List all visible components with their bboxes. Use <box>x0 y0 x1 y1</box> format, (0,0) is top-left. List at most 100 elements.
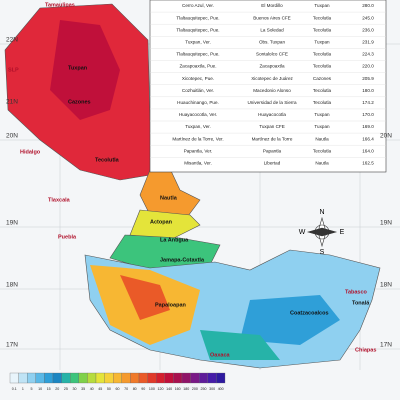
table-cell: 205.9 <box>362 76 374 81</box>
compass-letter: W <box>299 229 306 236</box>
lat-label: 20N <box>6 133 18 140</box>
legend-label: 200 <box>192 387 198 391</box>
table-cell: 245.0 <box>362 15 374 20</box>
table-cell: Xicotepec, Pue. <box>182 76 214 81</box>
legend-swatch <box>216 372 226 384</box>
legend-swatch <box>181 372 191 384</box>
table-cell: Buenos Aires CFE <box>253 15 291 20</box>
legend-swatch <box>52 372 62 384</box>
lat-label: 20N <box>380 133 392 140</box>
legend-label: 15 <box>47 387 51 391</box>
table-cell: Zacapoaxtla <box>259 64 284 69</box>
legend-label: 80 <box>133 387 137 391</box>
map-areas <box>4 3 381 369</box>
table-cell: Tecolutla <box>313 88 332 93</box>
legend-label: 90 <box>141 387 145 391</box>
table-cell: Cerro Azul, Ver. <box>182 3 214 8</box>
legend-label: 60 <box>116 387 120 391</box>
state-label: Tabasco <box>345 289 368 295</box>
legend-label: 400 <box>218 387 224 391</box>
table-cell: 224.3 <box>362 52 374 57</box>
table-cell: 280.0 <box>362 3 374 8</box>
legend-label: 50 <box>107 387 111 391</box>
table-cell: Tuxpan, Ver. <box>185 40 211 45</box>
table-cell: Tecolutla <box>313 100 332 105</box>
legend-swatch <box>61 372 71 384</box>
table-cell: Tecolutla <box>313 64 332 69</box>
table-cell: Tecolutla <box>313 15 332 20</box>
region-label: Jamapa-Cotaxtla <box>160 257 205 263</box>
legend-swatch <box>27 372 36 384</box>
table-cell: Huayacocotla <box>258 112 286 117</box>
table-cell: Papantla <box>263 148 282 153</box>
lat-label: 22N <box>6 37 18 44</box>
legend-label: 40 <box>90 387 94 391</box>
region-label: Tonalá <box>352 300 370 306</box>
legend-label: 30 <box>73 387 77 391</box>
table-cell: 231.9 <box>362 40 374 45</box>
region-label: Coatzacoalcos <box>290 310 329 316</box>
station-table: Cerro Azul, Ver. El Mordillo Tuxpan 280.0 Tl… <box>149 0 387 173</box>
table-cell: 162.5 <box>362 161 374 166</box>
legend-swatch <box>113 372 122 384</box>
legend-swatch <box>199 372 208 384</box>
legend-label: 20 <box>55 387 59 391</box>
legend-label: 160 <box>175 387 181 391</box>
table-cell: Tecolutla <box>313 148 332 153</box>
legend-label: 35 <box>81 387 85 391</box>
table-cell: Papantla, Ver. <box>184 148 213 153</box>
table-cell: Nautla <box>315 136 329 141</box>
table-cell: Xicotepec de Juárez <box>251 76 293 81</box>
compass-letter: S <box>320 249 325 256</box>
table-cell: Tuxpan <box>314 3 330 8</box>
legend-label: 180 <box>183 387 189 391</box>
region-label: La Antigua <box>160 237 189 243</box>
region-label: Tecolutla <box>95 157 120 163</box>
legend-label: 25 <box>64 387 68 391</box>
table-cell: Obs. Tuxpan <box>259 40 285 45</box>
legend-swatch <box>173 372 183 384</box>
legend-swatch <box>9 372 19 384</box>
region-label: Tuxpan <box>68 65 88 71</box>
table-cell: 174.2 <box>362 100 374 105</box>
lat-label: 19N <box>6 220 18 227</box>
state-label: Tlaxcala <box>48 197 71 203</box>
table-cell: Universidad de la Sierra <box>247 100 296 105</box>
legend-label: 1 <box>22 387 24 391</box>
legend-swatch <box>130 372 140 384</box>
table-cell: Tlaltauquitepec, Pue. <box>176 52 219 57</box>
legend-label: 120 <box>158 387 164 391</box>
legend-swatch <box>164 372 174 384</box>
table-cell: Tuxpan <box>314 40 330 45</box>
lat-label: 17N <box>6 342 18 349</box>
legend-swatch <box>207 372 217 384</box>
table-cell: Tlaltauquitepec, Pue. <box>176 27 219 32</box>
table-cell: 236.0 <box>362 27 374 32</box>
table-cell: Cazones <box>313 76 332 81</box>
region-label: Nautla <box>160 195 178 201</box>
table-cell: 180.0 <box>362 88 374 93</box>
compass-letter: E <box>340 229 345 236</box>
legend-label: 140 <box>166 387 172 391</box>
state-label: Puebla <box>58 234 77 240</box>
table-cell: El Mordillo <box>261 3 283 8</box>
legend-swatch <box>95 372 105 384</box>
state-label: Chiapas <box>355 347 376 353</box>
legend-label: 250 <box>201 387 207 391</box>
legend-label: 100 <box>149 387 155 391</box>
state-label: SLP <box>8 67 19 73</box>
compass-letter: N <box>319 209 324 216</box>
legend-label: 0.1 <box>12 387 17 391</box>
legend-swatch <box>190 372 200 384</box>
table-cell: Misantla, Ver. <box>184 161 212 166</box>
table-cell: Nautla <box>315 161 329 166</box>
legend: 0.1 1 5 10 15 20 25 30 35 40 45 50 60 70 80 90 100 120 140… <box>9 372 226 391</box>
lat-label: 18N <box>6 282 18 289</box>
legend-swatch <box>104 372 114 384</box>
state-label: Tamaulipas <box>45 2 75 8</box>
region-label: Papaloapan <box>155 302 187 308</box>
legend-swatch <box>87 372 97 384</box>
table-cell: Zacapoaxtla, Pue. <box>179 64 216 69</box>
table-cell: Tuxpan <box>314 112 330 117</box>
region-label: Cazones <box>68 99 91 105</box>
